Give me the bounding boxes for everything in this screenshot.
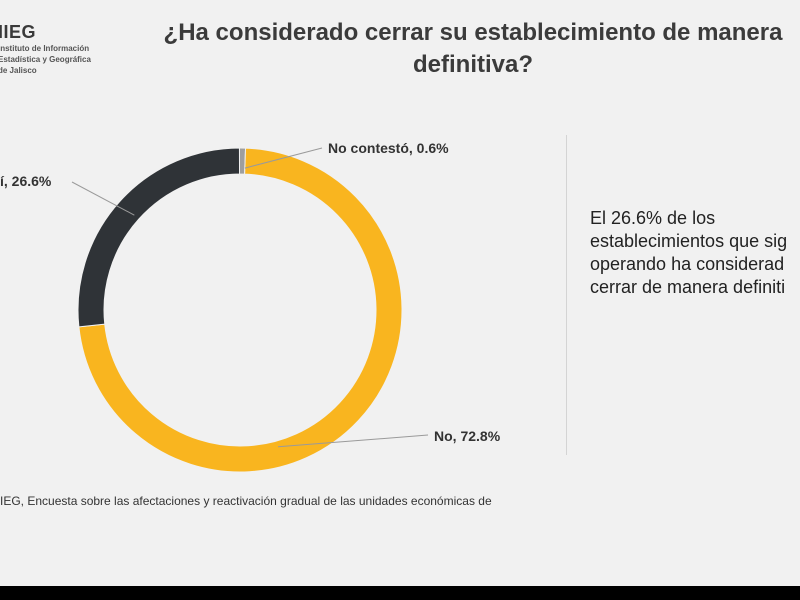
leader-line: [71, 181, 135, 216]
donut-slice-no: [78, 147, 403, 473]
slice-label: No, 72.8%: [434, 428, 501, 444]
donut-chart: No contestó, 0.6% No, 72.8% í, 26.6%: [0, 140, 501, 473]
slice-label: í, 26.6%: [0, 173, 52, 189]
logo-line-2: Estadística y Geográfica: [0, 55, 91, 64]
logo-line-1: Instituto de Información: [0, 44, 90, 53]
vertical-divider: [566, 135, 567, 455]
logo-line-3: de Jalisco: [0, 66, 37, 75]
leader-line: [244, 147, 323, 169]
donut-slice-s-: [77, 147, 241, 328]
slide-title: ¿Ha considerado cerrar su establecimient…: [128, 17, 800, 81]
iieg-logo: IIEG Instituto de Información Estadístic…: [0, 22, 128, 82]
logo-wordmark: IIEG: [0, 22, 37, 42]
summary-text: El 26.6% de los establecimientos que sig…: [590, 208, 788, 297]
title-line-1: ¿Ha considerado cerrar su establecimient…: [163, 19, 783, 46]
leader-line: [278, 434, 429, 448]
slide: IIEG Instituto de Información Estadístic…: [0, 0, 800, 586]
source-note: IEG, Encuesta sobre las afectaciones y r…: [0, 494, 492, 508]
slice-label: No contestó, 0.6%: [328, 140, 449, 156]
title-line-2: definitiva?: [412, 51, 533, 78]
